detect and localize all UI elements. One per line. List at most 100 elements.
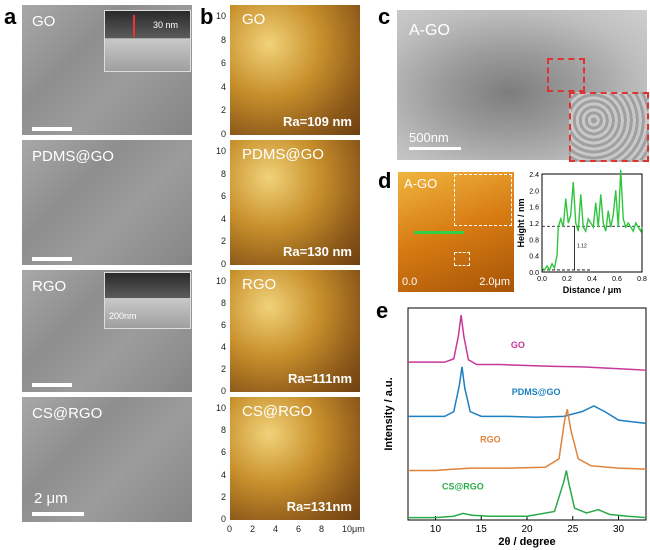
afm-y-tick-label: 0 <box>220 259 226 269</box>
series-label: PDMS@GO <box>512 387 561 397</box>
x-tick-label: 0.0 <box>537 276 547 283</box>
afm-image-cs-rgo: CS@RGO Ra=131nm <box>230 397 360 520</box>
sem-image-go: GO 30 nm <box>22 5 192 135</box>
panel-label-d: d <box>378 168 392 193</box>
afm-y-tick-label: 2 <box>220 491 226 502</box>
afm-y-tick-label: 10 <box>216 276 227 286</box>
sem-title-cs-rgo: CS@RGO <box>32 405 103 422</box>
afm-y-tick-label: 6 <box>220 58 226 69</box>
sem-image-cs-rgo: CS@RGO 2 μm <box>22 397 192 522</box>
y-tick-label: 0.0 <box>529 270 539 277</box>
sem-title-rgo: RGO <box>32 278 67 295</box>
zoom-region-box <box>454 252 470 266</box>
afm-title-go: GO <box>242 11 266 28</box>
series-line-rgo <box>408 409 647 472</box>
x-axis-label: 2θ / degree <box>498 536 555 548</box>
afm-y-tick-label: 6 <box>220 320 226 330</box>
panel-label-c: c <box>378 4 391 29</box>
afm-title-pdms-go: PDMS@GO <box>242 146 324 163</box>
afm-y-tick-label: 10 <box>216 11 227 21</box>
height-profile-chart: 0.0 0.4 0.8 1.2 1.6 2.0 2.4 0.0 0.2 0.4 0.6 0.8 1.12… <box>516 169 647 295</box>
afm-y-tick-label: 4 <box>220 342 226 352</box>
y-tick-label: 2.4 <box>529 172 539 179</box>
sem-image-rgo: RGO 200nm <box>22 270 192 392</box>
y-tick-label: 0.8 <box>529 237 539 244</box>
afm-y-tick-label: 6 <box>220 191 226 202</box>
afm-y-tick-label: 0 <box>220 514 226 524</box>
x-tick-label: 0.6 <box>612 276 622 283</box>
afm-y-tick-label: 10 <box>216 146 227 156</box>
zoom-inset-box <box>454 174 512 226</box>
d-image-title: A-GO <box>404 176 438 191</box>
afm-image-rgo: RGO Ra=111nm <box>230 270 360 392</box>
afm-roughness-go: Ra=109 nm <box>282 114 352 129</box>
series-label: GO <box>511 340 525 350</box>
zoom-region-box <box>547 58 585 92</box>
afm-y-tick-label: 2 <box>220 105 226 116</box>
x-tick-label: 25 <box>567 524 579 535</box>
afm-title-rgo: RGO <box>242 276 277 293</box>
scale-bar-label: 2 μm <box>34 490 68 507</box>
sem-inset-rgo-label: 200nm <box>109 311 137 321</box>
afm-y-tick-label: 6 <box>220 447 226 458</box>
afm-image-go: GO Ra=109 nm <box>230 5 360 135</box>
afm-y-tick-label: 8 <box>220 168 226 179</box>
afm-y-tick-label: 2 <box>220 236 226 247</box>
tem-title: A-GO <box>409 22 450 39</box>
d-image-range-high: 2.0μm <box>479 276 510 288</box>
y-axis-label: Intensity / a.u. <box>383 377 395 450</box>
afm-y-tick-label: 4 <box>220 469 226 480</box>
x-tick-label: 30 <box>613 524 625 535</box>
series-label: CS@RGO <box>442 481 484 491</box>
sem-inset-rgo: 200nm <box>104 272 191 329</box>
profile-annotation: 1.12 <box>577 244 587 250</box>
afm-y-tick-label: 4 <box>220 81 226 92</box>
y-tick-label: 1.6 <box>529 205 539 212</box>
afm-y-tick-label: 0 <box>220 129 226 139</box>
scale-bar <box>409 147 461 150</box>
afm-roughness-pdms-go: Ra=130 nm <box>282 244 352 259</box>
afm-roughness-cs-rgo: Ra=131nm <box>286 499 352 514</box>
sem-title-go: GO <box>32 13 56 30</box>
plot-frame <box>541 173 643 273</box>
scale-bar <box>32 127 72 131</box>
series-line-profile <box>541 169 643 272</box>
afm-y-tick-label: 0 <box>220 386 226 396</box>
afm-y-tick-label: 8 <box>220 425 226 436</box>
scale-bar <box>32 257 72 261</box>
thickness-arrow-icon <box>133 15 135 37</box>
sem-inset-go: 30 nm <box>104 10 191 72</box>
x-tick-label: 20 <box>521 524 533 535</box>
series-line-cs-rgo <box>408 470 647 519</box>
afm-x-tick-label: 2 <box>250 524 256 534</box>
panel-label-a: a <box>4 4 17 29</box>
sem-inset-go-label: 30 nm <box>153 20 179 30</box>
agoafm-image: A-GO 0.0 2.0μm <box>398 172 514 292</box>
panel-label-e: e <box>376 298 389 323</box>
afm-x-tick-label: 6 <box>296 524 302 534</box>
scale-bar <box>32 383 72 387</box>
afm-x-tick-label: 10μm <box>342 524 365 534</box>
scale-bar <box>32 512 84 516</box>
afm-y-tick-label: 4 <box>220 213 226 224</box>
afm-roughness-rgo: Ra=111nm <box>288 371 352 386</box>
sem-image-pdms-go: PDMS@GO <box>22 140 192 265</box>
x-tick-label: 0.4 <box>587 276 597 283</box>
tem-zoom-inset <box>569 92 649 162</box>
tem-scale-label: 500nm <box>409 130 449 145</box>
series-line-pdms-go <box>408 366 647 425</box>
afm-x-tick-label: 0 <box>227 524 233 534</box>
afm-y-tick-label: 8 <box>220 298 226 308</box>
y-tick-label: 1.2 <box>529 221 539 228</box>
tem-image: A-GO 500nm <box>397 10 649 162</box>
panel-label-b: b <box>200 4 214 29</box>
x-tick-label: 0.2 <box>562 276 572 283</box>
afm-x-tick-label: 8 <box>319 524 325 534</box>
y-axis-label: Height / nm <box>516 199 526 248</box>
d-image-range-low: 0.0 <box>402 276 418 288</box>
x-tick-label: 10 <box>430 524 442 535</box>
afm-title-cs-rgo: CS@RGO <box>242 403 313 420</box>
y-tick-label: 0.4 <box>529 254 539 261</box>
x-axis-label: Distance / μm <box>563 285 622 295</box>
profile-line <box>414 231 464 234</box>
